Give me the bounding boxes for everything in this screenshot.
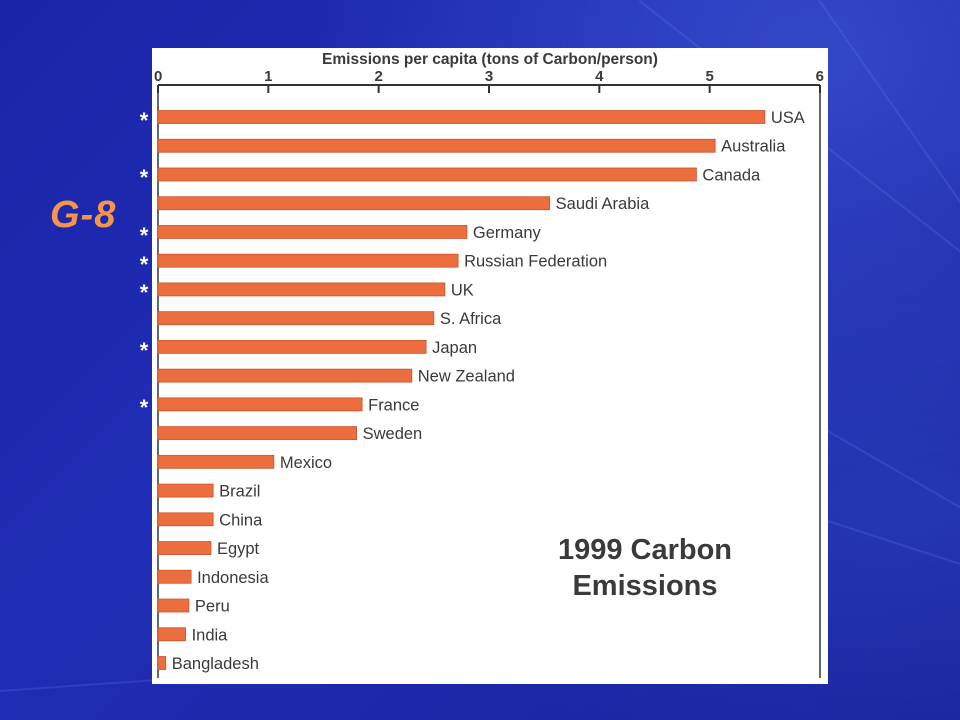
bar <box>157 339 427 354</box>
bar <box>157 282 446 297</box>
category-label: Japan <box>432 339 477 357</box>
g8-star-marker: * <box>139 222 149 248</box>
bar <box>157 569 192 584</box>
bar <box>157 196 551 211</box>
category-label: Germany <box>473 224 542 242</box>
category-label: Egypt <box>217 540 260 558</box>
category-label: India <box>192 626 229 644</box>
category-label: Sweden <box>363 425 423 443</box>
category-label: Australia <box>721 138 786 156</box>
bar <box>157 483 214 498</box>
category-label: USA <box>771 109 805 127</box>
g8-star-marker: * <box>139 395 149 421</box>
bar <box>157 541 212 555</box>
chart-title-line-2: Emissions <box>572 570 717 602</box>
g8-star-marker: * <box>139 337 149 363</box>
x-axis: 0 1 2 3 4 5 6 <box>154 68 824 678</box>
category-label: China <box>219 511 263 529</box>
category-label: France <box>368 396 419 414</box>
chart-panel: Emissions per capita (tons of Carbon/per… <box>152 48 828 684</box>
bars <box>157 110 766 670</box>
bar <box>157 138 716 153</box>
x-tick-label: 5 <box>705 68 713 85</box>
bar <box>157 311 435 326</box>
category-label: UK <box>451 281 474 299</box>
x-tick-label: 3 <box>485 68 493 85</box>
group-label: G-8 <box>50 194 117 236</box>
bar <box>157 225 468 239</box>
category-label: Peru <box>195 598 230 616</box>
g8-star-marker: * <box>139 108 149 133</box>
bar <box>157 454 275 469</box>
g8-star-marker: * <box>139 165 149 191</box>
category-label: Saudi Arabia <box>556 195 650 213</box>
bar <box>157 397 363 412</box>
category-label: S. Africa <box>440 310 502 328</box>
x-tick-label: 2 <box>374 68 382 85</box>
x-tick-label: 1 <box>264 68 272 85</box>
bar <box>157 368 413 383</box>
category-label: Indonesia <box>197 569 269 587</box>
bar <box>157 627 186 642</box>
category-label: Russian Federation <box>464 253 607 271</box>
category-label: Bangladesh <box>172 655 259 673</box>
category-labels: USA Australia Canada Saudi Arabia Germany Rus… <box>172 109 805 673</box>
bar <box>157 253 459 268</box>
x-tick-label: 4 <box>595 68 604 85</box>
x-tick-label: 6 <box>816 68 824 85</box>
bar <box>157 598 190 613</box>
bar <box>157 167 697 182</box>
g8-star-marker: * <box>139 251 149 277</box>
bar <box>157 656 167 670</box>
bar-chart: Emissions per capita (tons of Carbon/per… <box>154 51 824 678</box>
g8-star-marker: * <box>139 280 149 306</box>
x-tick-label: 0 <box>154 68 162 85</box>
bar <box>157 512 214 527</box>
category-label: Brazil <box>219 483 260 501</box>
category-label: New Zealand <box>418 368 515 386</box>
bar <box>157 110 766 124</box>
bar <box>157 426 358 441</box>
category-label: Canada <box>702 166 761 184</box>
x-axis-title: Emissions per capita (tons of Carbon/per… <box>322 51 658 68</box>
category-label: Mexico <box>280 454 332 472</box>
chart-title-line-1: 1999 Carbon <box>558 534 732 566</box>
